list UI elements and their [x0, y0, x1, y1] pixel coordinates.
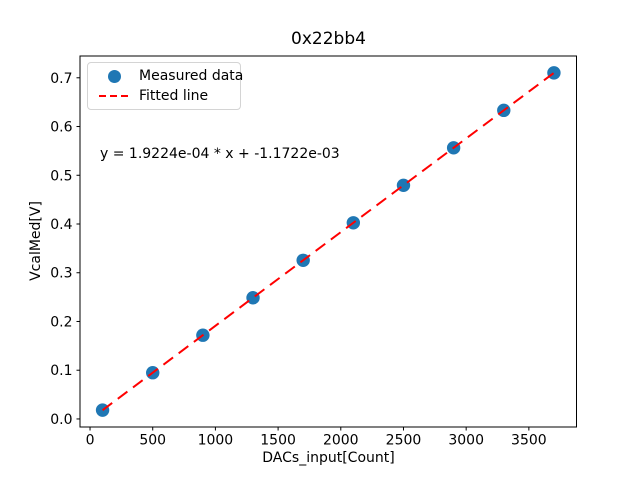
x-axis-label: DACs_input[Count] — [262, 450, 395, 466]
x-tick-label: 500 — [139, 433, 166, 449]
x-tick-label: 2000 — [323, 433, 359, 449]
legend-label-fitted-line: Fitted line — [139, 88, 209, 104]
fit-equation-annotation: y = 1.9224e-04 * x + -1.1722e-03 — [100, 146, 340, 162]
y-tick-label: 0.6 — [50, 120, 72, 136]
y-tick-label: 0.1 — [50, 363, 72, 379]
legend-handle — [97, 95, 131, 97]
y-tick-label: 0.2 — [50, 314, 72, 330]
x-tick-label: 0 — [86, 433, 95, 449]
scatter-marker-icon — [107, 69, 121, 83]
x-tick-label: 2500 — [386, 433, 422, 449]
y-tick-label: 0.4 — [50, 217, 72, 233]
legend-handle — [97, 69, 131, 83]
x-tick-label: 1000 — [198, 433, 234, 449]
legend-label-measured-data: Measured data — [139, 68, 244, 84]
y-axis-label: VcalMed[V] — [28, 201, 44, 281]
chart-title: 0x22bb4 — [291, 29, 366, 49]
x-tick-label: 3500 — [511, 433, 547, 449]
y-tick-label: 0.7 — [50, 71, 72, 87]
y-tick-label: 0.3 — [50, 266, 72, 282]
x-tick-label: 3000 — [448, 433, 484, 449]
y-tick-label: 0.0 — [50, 412, 72, 428]
y-tick-label: 0.5 — [50, 168, 72, 184]
fitted-line — [101, 72, 555, 411]
x-tick-label: 1500 — [260, 433, 296, 449]
axes-frame — [79, 55, 577, 428]
legend-entry-fitted-line: Fitted line — [97, 86, 240, 106]
legend-entry-measured-data: Measured data — [97, 66, 244, 86]
dashed-line-icon — [99, 95, 129, 97]
legend: Measured data Fitted line — [87, 62, 244, 110]
